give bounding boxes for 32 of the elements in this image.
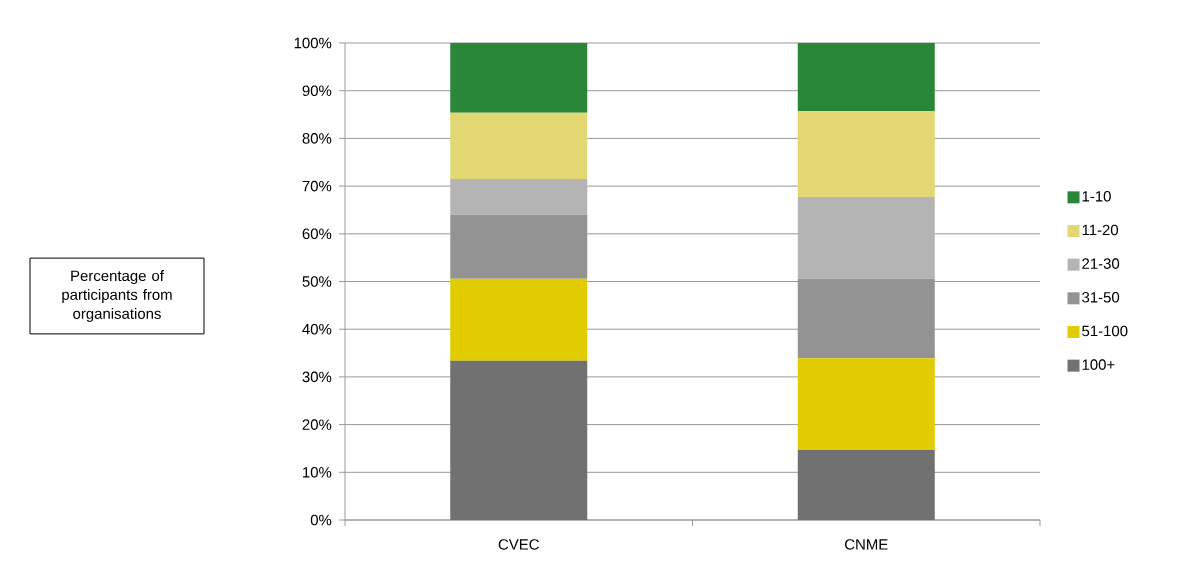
y-tick-label: 60% [302, 228, 332, 240]
y-tick-label: 80% [302, 133, 332, 144]
bar [797, 278, 935, 359]
y-tick-label: 20% [302, 419, 332, 430]
x-tick-label: CNME [845, 539, 888, 550]
legend-label: 21-30 [1082, 258, 1120, 269]
y-tick-label: 40% [302, 323, 332, 335]
y-tick-label: 50% [302, 276, 332, 287]
bar [450, 360, 588, 520]
bar [797, 42, 935, 112]
bar [450, 178, 588, 215]
legend-label: 100+ [1082, 359, 1115, 370]
y-tick-label: 30% [302, 371, 332, 383]
legend-label: 51-100 [1082, 325, 1128, 337]
legend-label: 31-50 [1082, 291, 1120, 303]
x-tick-label: CVEC [498, 539, 539, 550]
bar [450, 214, 588, 279]
bar [797, 358, 935, 450]
legend-label: 1-10 [1082, 191, 1111, 202]
y-tick-label: 100% [294, 37, 332, 49]
bar [797, 197, 935, 279]
bar [450, 278, 588, 361]
bar [450, 42, 588, 113]
y-tick-label: 10% [303, 467, 332, 478]
y-tick-label: 0% [310, 514, 332, 526]
bar [450, 112, 588, 179]
bar [797, 111, 935, 198]
y-tick-label: 90% [302, 85, 332, 96]
legend-label: 11-20 [1082, 224, 1119, 236]
bar [797, 449, 935, 520]
text: Percentage of participants from organisations [62, 270, 172, 322]
y-tick-label: 70% [302, 180, 332, 192]
